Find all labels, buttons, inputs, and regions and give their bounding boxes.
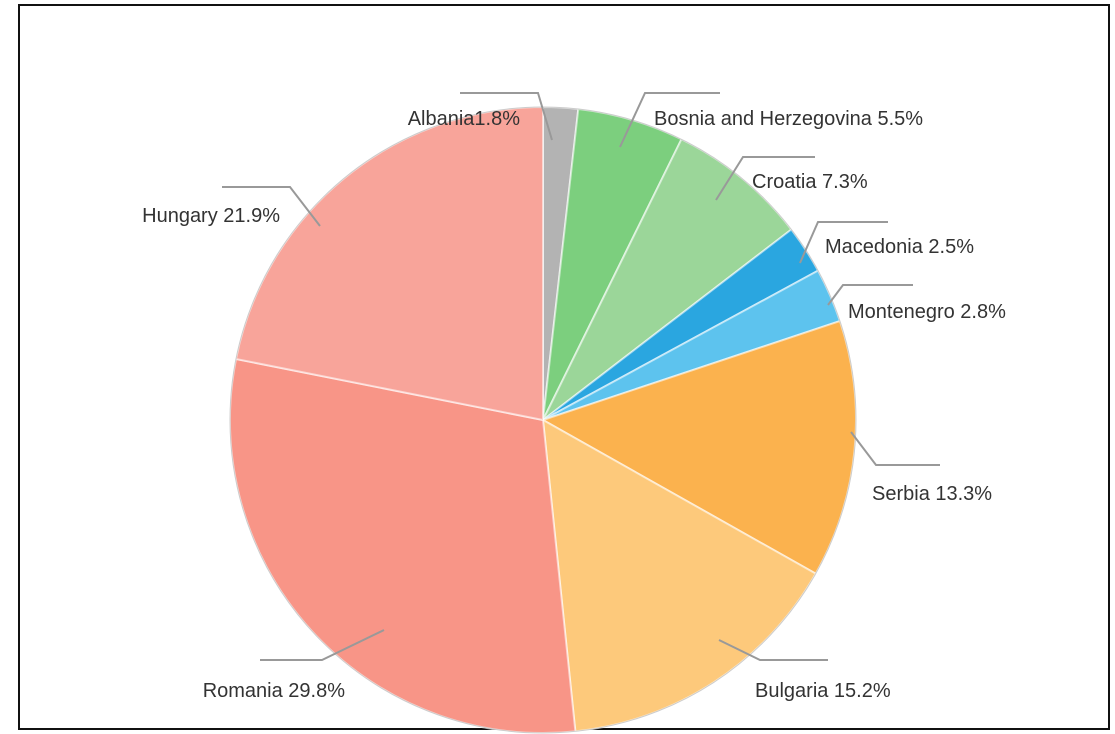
slice-label-4: Macedonia 2.5%	[825, 236, 974, 258]
slice-label-6: Serbia 13.3%	[872, 483, 992, 505]
slice-label-2: Bosnia and Herzegovina 5.5%	[654, 108, 923, 130]
pie-slices	[229, 105, 857, 734]
slice-label-5: Montenegro 2.8%	[848, 301, 1006, 323]
leader-line-9	[222, 186, 321, 227]
leader-line-6	[850, 431, 940, 466]
slice-labels: Albania1.8% Bosnia and Herzegovina 5.5% Cr…	[142, 108, 1006, 702]
leader-lines	[222, 92, 940, 661]
leader-line-1	[460, 92, 553, 141]
leader-line-3	[715, 156, 815, 201]
leader-line-8	[260, 629, 385, 661]
slice-label-9: Hungary 21.9%	[142, 205, 280, 227]
slice-label-8: Romania 29.8%	[203, 680, 346, 702]
slice-label-3: Croatia 7.3%	[752, 171, 868, 193]
slice-label-1: Albania1.8%	[408, 108, 521, 130]
leader-line-5	[827, 284, 913, 306]
leader-line-2	[619, 92, 720, 148]
leader-line-4	[799, 221, 888, 264]
slice-label-7: Bulgaria 15.2%	[755, 680, 891, 702]
leader-line-7	[718, 639, 828, 661]
